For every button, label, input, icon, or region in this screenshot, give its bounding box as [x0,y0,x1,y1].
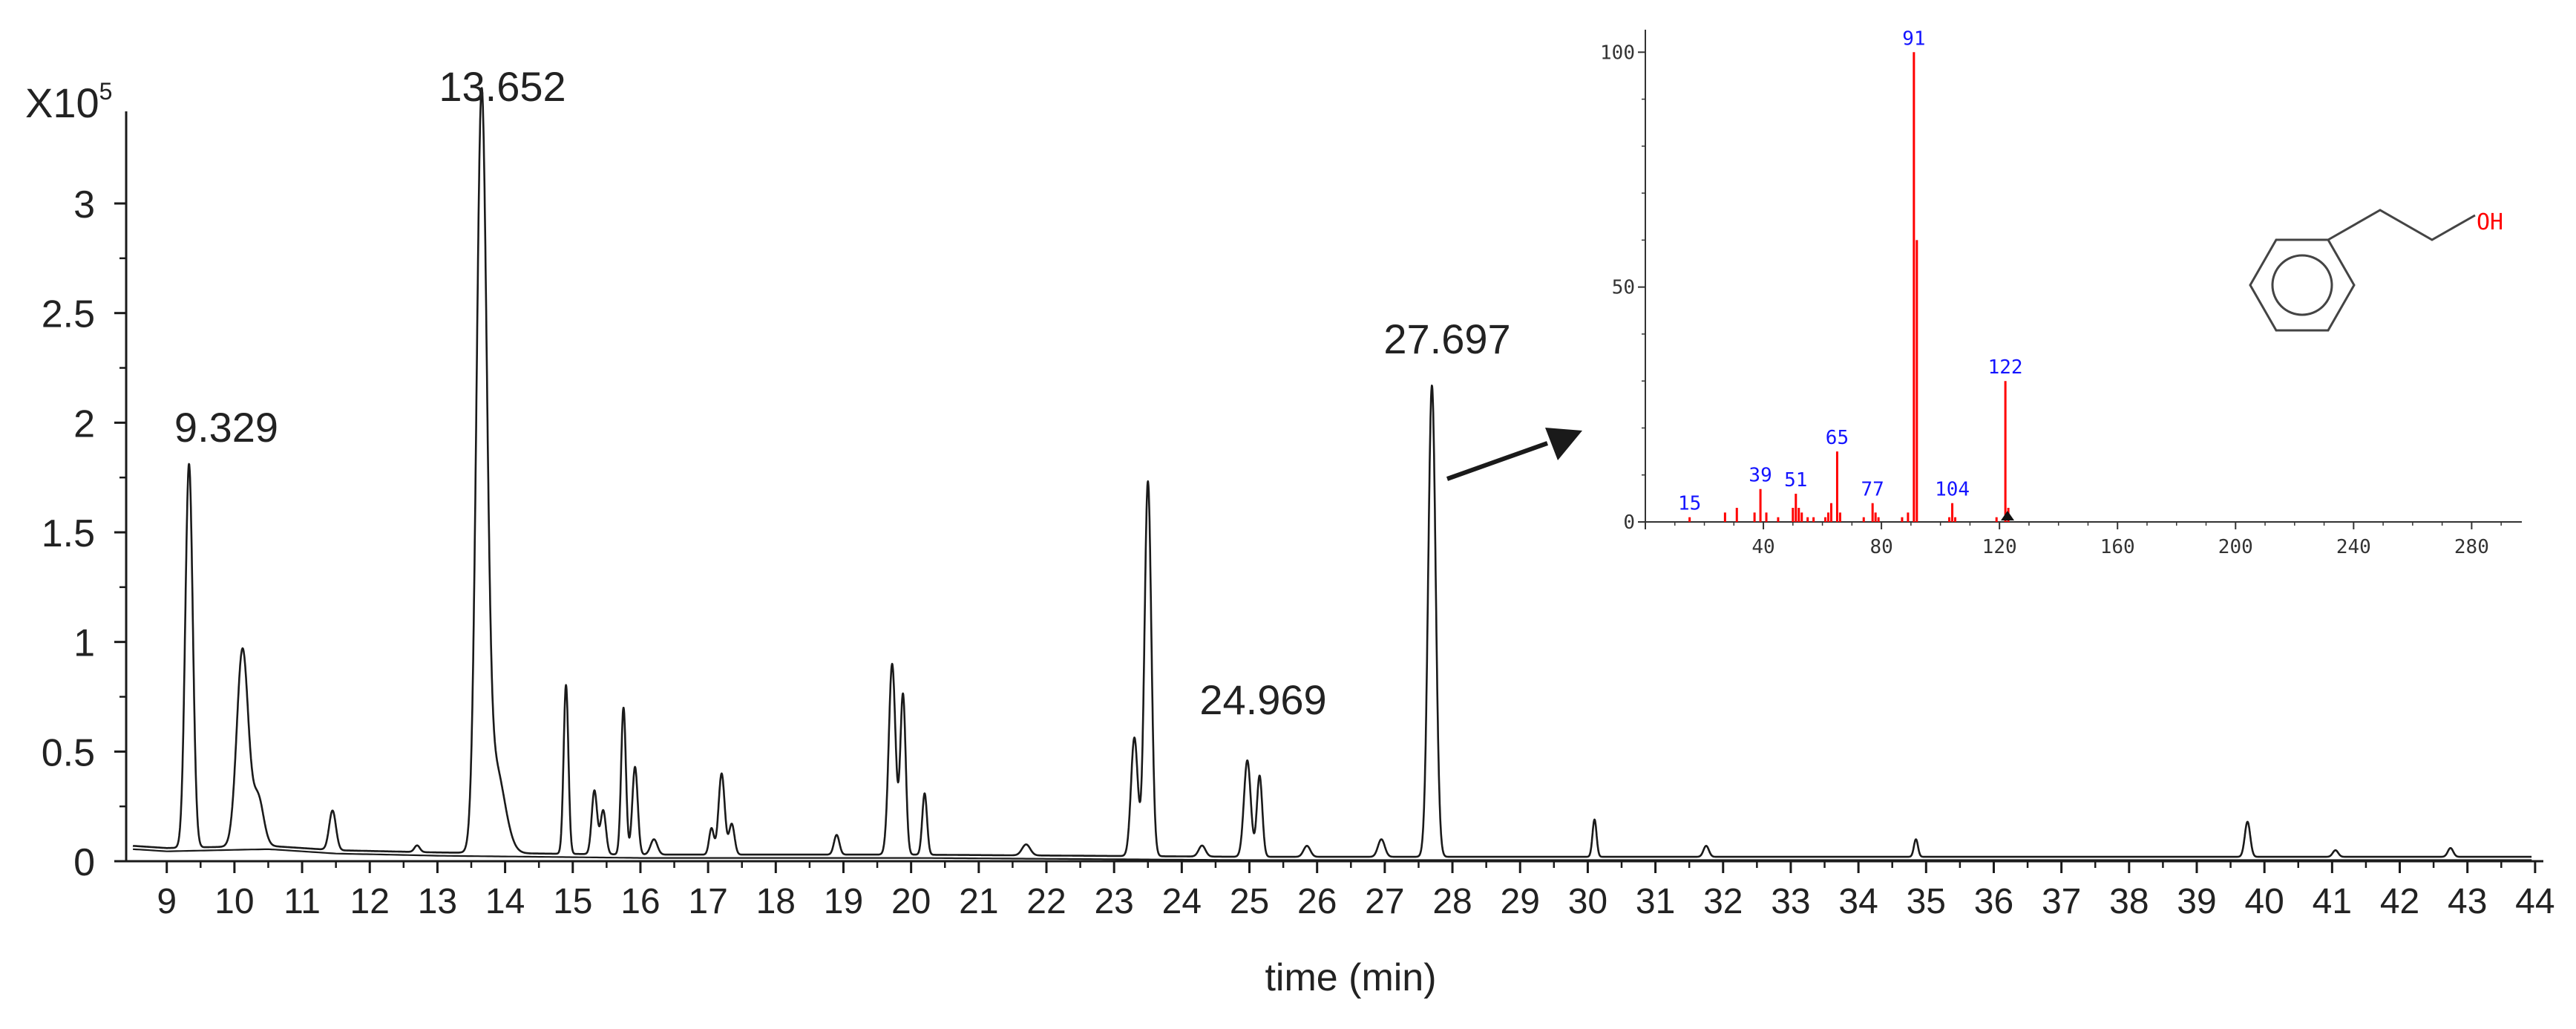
x-tick-label: 37 [2042,882,2081,921]
ms-peak-label: 65 [1826,427,1849,449]
x-tick-label: 35 [1907,882,1946,921]
y-multiplier-base: X10 [25,79,99,126]
ms-bars [1688,52,2010,522]
x-tick-label: 12 [350,882,390,921]
ms-peak-labels: 15 39 51 65 77 91 104 122 [1678,27,2023,514]
x-tick-label: 9 [157,882,177,921]
ms-x-tick-label: 160 [2100,536,2135,558]
x-tick-label: 42 [2380,882,2419,921]
ms-x-tick-label: 240 [2336,536,2371,558]
ms-peak-label: 51 [1784,469,1807,491]
x-axis-label: time (min) [1265,956,1436,999]
peak-annotation: 13.652 [439,63,566,110]
ms-y-tick-label: 0 [1623,512,1635,534]
ms-peak-label: 122 [1988,356,2023,379]
x-tick-label: 24 [1162,882,1202,921]
x-tick-label: 17 [688,882,727,921]
callout-arrow [1446,428,1582,481]
ms-precursor-marker [2001,511,2014,520]
ms-x-tick-label: 120 [1982,536,2017,558]
ethyl-chain [2327,209,2476,241]
x-tick-label: 28 [1432,882,1472,921]
ms-x-tick-label: 280 [2454,536,2489,558]
x-tick-label: 29 [1501,882,1540,921]
x-tick-label: 14 [485,882,525,921]
x-tick-label: 33 [1771,882,1810,921]
ms-x-tick-label: 200 [2218,536,2253,558]
x-tick-label: 23 [1094,882,1133,921]
ms-peak-label: 39 [1749,465,1772,487]
peak-annotation: 24.969 [1199,676,1326,723]
x-tick-label: 19 [824,882,863,921]
x-axis-ticks: 9 10 11 12 13 14 15 16 17 18 19 20 21 22 23 24 25 26 27 28 2… [157,861,2555,921]
x-tick-label: 43 [2448,882,2487,921]
x-tick-label: 25 [1230,882,1269,921]
ms-x-tick-label: 40 [1751,536,1774,558]
x-tick-label: 39 [2177,882,2216,921]
inset-background [1588,22,2568,557]
chromatogram-trace [132,87,2533,858]
peak-annotations: 9.329 13.652 24.969 27.697 [174,63,1511,723]
ms-peak-label: 77 [1861,479,1884,501]
y-axis-ticks: 0 0.5 1 1.5 2 2.5 3 [42,183,126,884]
arrow-shaft [1446,441,1549,481]
x-tick-label: 41 [2313,882,2352,921]
x-tick-label: 21 [959,882,998,921]
x-tick-label: 18 [756,882,796,921]
x-tick-label: 22 [1026,882,1066,921]
x-tick-label: 26 [1297,882,1337,921]
x-tick-label: 44 [2515,882,2554,921]
x-tick-label: 30 [1568,882,1607,921]
y-tick-label: 3 [73,183,95,226]
x-tick-label: 13 [418,882,457,921]
ms-peak-label: 15 [1678,493,1701,515]
ms-peak-label: 91 [1902,27,1925,50]
chromatogram-baseline-trace [133,848,2532,861]
y-tick-label: 0 [73,841,95,884]
ms-x-axis-ticks: 40 80 120 160 200 240 280 [1645,522,2502,558]
x-tick-label: 31 [1636,882,1675,921]
x-tick-label: 20 [891,882,931,921]
hydroxyl-label: OH [2477,209,2503,235]
molecule-structure-icon [2249,209,2476,332]
y-multiplier-exponent: 5 [99,78,113,105]
ms-peak-label: 104 [1935,479,1970,501]
y-multiplier-label: X105 [25,78,112,126]
x-tick-label: 27 [1365,882,1404,921]
ms-y-axis-ticks: 0 50 100 [1600,42,1645,534]
chromatogram-chart: 0 0.5 1 1.5 2 2.5 3 9 10 11 12 13 14 15 16 17 18 19 20 21 2… [25,63,2555,999]
y-tick-label: 0.5 [42,731,95,774]
x-tick-label: 16 [620,882,660,921]
x-tick-label: 11 [284,882,321,921]
x-tick-label: 34 [1838,882,1878,921]
ms-y-tick-label: 100 [1600,42,1635,64]
y-tick-label: 1 [73,622,95,665]
peak-annotation: 27.697 [1383,316,1510,362]
x-tick-label: 38 [2109,882,2149,921]
arrow-head [1545,428,1582,460]
x-tick-label: 36 [1974,882,2013,921]
aromatic-circle [2271,254,2333,316]
y-tick-label: 1.5 [42,512,95,555]
ms-x-tick-label: 80 [1869,536,1892,558]
y-tick-label: 2 [73,402,95,445]
x-tick-label: 10 [214,882,254,921]
y-tick-label: 2.5 [42,293,95,336]
x-tick-label: 40 [2244,882,2284,921]
x-tick-label: 32 [1703,882,1743,921]
ms-y-tick-label: 50 [1612,277,1635,299]
peak-annotation: 9.329 [174,404,278,451]
x-tick-label: 15 [553,882,592,921]
